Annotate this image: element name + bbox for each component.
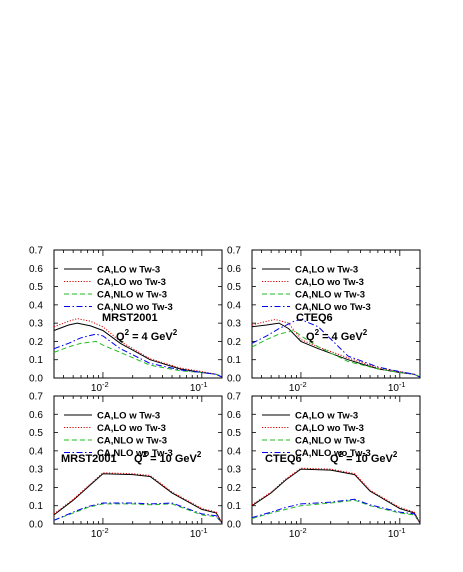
x-tick-label: 10-2 <box>289 526 307 540</box>
x-tick-label: 10-2 <box>91 526 109 540</box>
legend-label: CA,LO w Tw-3 <box>97 411 160 422</box>
legend-label: CA,NLO wo Tw-3 <box>295 448 371 459</box>
panel-2: 0.0 0.1 0.2 0.3 0.4 0.5 0.6 0.7 10-2 10-1 CA,LO w … <box>227 246 421 394</box>
y-tick-label: 0.5 <box>29 428 43 439</box>
series-line <box>53 473 223 524</box>
panel-1: 0.0 0.1 0.2 0.3 0.4 0.5 0.6 0.7 10-2 10-1 CA,LO w … <box>29 246 223 394</box>
series-line <box>251 467 421 524</box>
y-tick-label: 0.1 <box>227 355 241 366</box>
y-tick-label: 0.7 <box>29 392 43 403</box>
y-tick-label: 0.2 <box>227 483 241 494</box>
plot-frame <box>251 395 421 525</box>
y-tick-label: 0.7 <box>227 392 241 403</box>
y-tick-label: 0.0 <box>29 520 43 531</box>
x-tick-label: 10-2 <box>289 380 307 394</box>
panel-4: 0.0 0.1 0.2 0.3 0.4 0.5 0.6 0.7 10-2 10-1 CA,LO w … <box>227 392 421 540</box>
panel-label: MRST2001 <box>102 312 158 324</box>
series-line <box>251 318 421 378</box>
q2-label: Q2 = 4 GeV2 <box>116 328 178 343</box>
x-tick-label: 10-2 <box>91 380 109 394</box>
y-tick-label: 0.4 <box>227 446 241 457</box>
y-tick-label: 0.3 <box>29 319 43 330</box>
legend-label: CA,NLO w Tw-3 <box>97 290 167 301</box>
y-tick-label: 0.5 <box>227 282 241 293</box>
x-tick-label: 10-1 <box>388 526 406 540</box>
y-tick-label: 0.1 <box>29 355 43 366</box>
legend-label: CA,LO w Tw-3 <box>295 265 358 276</box>
y-tick-label: 0.3 <box>29 465 43 476</box>
y-tick-label: 0.1 <box>29 501 43 512</box>
series-line <box>53 333 223 378</box>
legend-label: CA,NLO w Tw-3 <box>97 436 167 447</box>
plot-frame <box>251 249 421 379</box>
series-line <box>53 503 223 524</box>
plot-frame <box>53 395 223 525</box>
y-tick-label: 0.1 <box>227 501 241 512</box>
y-tick-label: 0.0 <box>29 374 43 385</box>
y-tick-label: 0.2 <box>29 483 43 494</box>
y-tick-label: 0.5 <box>227 428 241 439</box>
legend-label: CA,NLO wo Tw-3 <box>97 302 173 313</box>
panel-label: MRST2001 <box>61 453 117 465</box>
legend-label: CA,LO wo Tw-3 <box>97 277 166 288</box>
q2-label: Q2 = 10 GeV2 <box>134 450 202 465</box>
legend-label: CA,NLO wo Tw-3 <box>295 302 371 313</box>
series-line <box>53 318 223 378</box>
y-tick-label: 0.6 <box>29 410 43 421</box>
y-tick-label: 0.6 <box>29 264 43 275</box>
y-tick-label: 0.2 <box>227 337 241 348</box>
y-tick-label: 0.5 <box>29 282 43 293</box>
series-line <box>251 498 421 524</box>
y-tick-label: 0.4 <box>29 300 43 311</box>
x-tick-label: 10-1 <box>388 380 406 394</box>
q2-label: Q2 = 4 GeV2 <box>306 328 368 343</box>
series-line <box>251 318 421 378</box>
panel-label: CTEQ6 <box>265 453 302 465</box>
y-tick-label: 0.4 <box>29 446 43 457</box>
series-line <box>251 329 421 378</box>
y-tick-label: 0.7 <box>227 246 241 257</box>
panel-label: CTEQ6 <box>296 312 333 324</box>
plot-frame <box>53 249 223 379</box>
legend-label: CA,NLO w Tw-3 <box>295 436 365 447</box>
legend-label: CA,LO wo Tw-3 <box>295 423 364 434</box>
y-tick-label: 0.4 <box>227 300 241 311</box>
series-line <box>251 322 421 378</box>
y-tick-label: 0.2 <box>29 337 43 348</box>
legend-label: CA,LO wo Tw-3 <box>97 423 166 434</box>
series-line <box>251 499 421 524</box>
legend-label: CA,LO w Tw-3 <box>295 411 358 422</box>
x-tick-label: 10-1 <box>190 526 208 540</box>
series-line <box>53 472 223 524</box>
legend-label: CA,NLO wo Tw-3 <box>97 448 173 459</box>
y-tick-label: 0.0 <box>227 374 241 385</box>
legend-label: CA,NLO w Tw-3 <box>295 290 365 301</box>
q2-label: Q2 = 10 GeV2 <box>330 450 398 465</box>
y-tick-label: 0.7 <box>29 246 43 257</box>
y-tick-label: 0.6 <box>227 410 241 421</box>
legend-label: CA,LO wo Tw-3 <box>295 277 364 288</box>
x-tick-label: 10-1 <box>190 380 208 394</box>
y-tick-label: 0.3 <box>227 465 241 476</box>
y-tick-label: 0.3 <box>227 319 241 330</box>
y-tick-label: 0.0 <box>227 520 241 531</box>
series-line <box>251 468 421 524</box>
series-line <box>53 340 223 378</box>
panel-3: 0.0 0.1 0.2 0.3 0.4 0.5 0.6 0.7 10-2 10-1 CA,LO w … <box>29 392 223 540</box>
legend-label: CA,LO w Tw-3 <box>97 265 160 276</box>
series-line <box>53 502 223 524</box>
y-tick-label: 0.6 <box>227 264 241 275</box>
